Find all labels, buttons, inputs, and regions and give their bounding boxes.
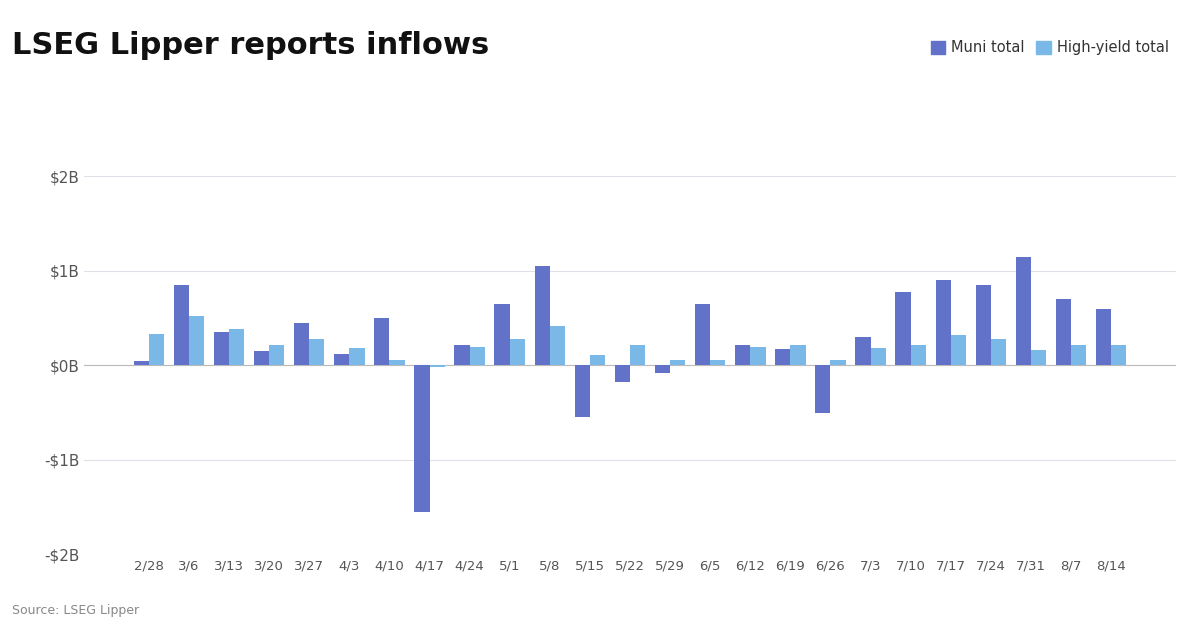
Bar: [149, 334, 164, 365]
Bar: [349, 348, 365, 365]
Bar: [494, 304, 510, 365]
Bar: [976, 285, 991, 365]
Bar: [1072, 345, 1086, 365]
Bar: [950, 335, 966, 365]
Bar: [630, 345, 646, 365]
Bar: [775, 349, 791, 365]
Bar: [830, 360, 846, 365]
Bar: [390, 360, 404, 365]
Bar: [229, 329, 245, 365]
Bar: [750, 346, 766, 365]
Text: Source: LSEG Lipper: Source: LSEG Lipper: [12, 604, 139, 617]
Bar: [550, 326, 565, 365]
Bar: [856, 337, 870, 365]
Bar: [1111, 345, 1127, 365]
Bar: [670, 360, 685, 365]
Bar: [815, 365, 830, 413]
Bar: [936, 280, 950, 365]
Text: LSEG Lipper reports inflows: LSEG Lipper reports inflows: [12, 32, 490, 60]
Bar: [695, 304, 710, 365]
Bar: [590, 355, 605, 365]
Bar: [1015, 257, 1031, 365]
Bar: [430, 365, 445, 367]
Bar: [294, 323, 310, 365]
Bar: [655, 365, 670, 373]
Bar: [791, 345, 805, 365]
Bar: [414, 365, 430, 512]
Bar: [1031, 350, 1046, 365]
Bar: [510, 339, 524, 365]
Bar: [214, 333, 229, 365]
Bar: [614, 365, 630, 382]
Bar: [334, 354, 349, 365]
Bar: [188, 316, 204, 365]
Bar: [269, 345, 284, 365]
Bar: [174, 285, 188, 365]
Bar: [534, 266, 550, 365]
Bar: [895, 292, 911, 365]
Bar: [469, 346, 485, 365]
Bar: [133, 360, 149, 365]
Bar: [710, 360, 726, 365]
Legend: Muni total, High-yield total: Muni total, High-yield total: [931, 40, 1169, 55]
Bar: [870, 348, 886, 365]
Bar: [254, 351, 269, 365]
Bar: [310, 339, 324, 365]
Bar: [575, 365, 590, 417]
Bar: [1056, 299, 1072, 365]
Bar: [991, 339, 1006, 365]
Bar: [374, 318, 390, 365]
Bar: [1096, 309, 1111, 365]
Bar: [911, 345, 926, 365]
Bar: [736, 345, 750, 365]
Bar: [455, 345, 469, 365]
